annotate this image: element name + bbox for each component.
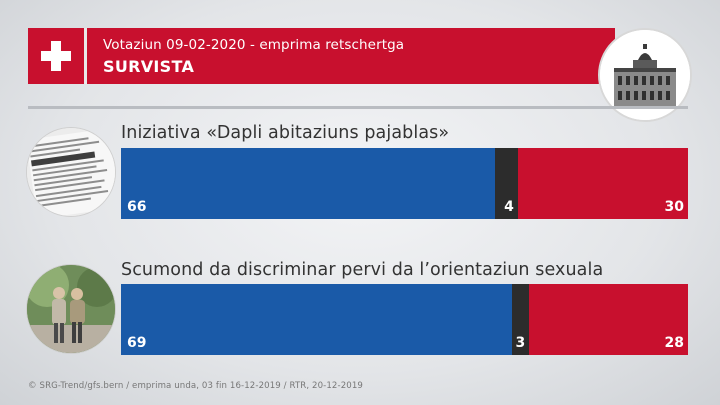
couple-walking-image (27, 265, 115, 353)
chart-1-bar: 66 4 30 (121, 148, 688, 219)
value-label: 30 (664, 199, 684, 215)
chart-1-title: Iniziativa «Dapli abitaziuns pajablas» (121, 123, 450, 143)
chart-2-bar: 69 3 28 (121, 284, 688, 355)
source-footer: © SRG-Trend/gfs.bern / emprima unda, 03 … (28, 381, 363, 391)
swiss-flag-icon (28, 28, 87, 84)
value-label: 69 (127, 335, 147, 351)
value-label: 4 (504, 199, 514, 215)
header-subtitle: Votaziun 09-02-2020 - emprima retschertg… (103, 37, 405, 53)
federal-palace-icon (598, 28, 692, 122)
neutral-segment: 3 (512, 284, 530, 355)
yes-segment: 69 (121, 284, 513, 355)
chart-2-title: Scumond da discriminar pervi da l’orient… (121, 260, 604, 280)
value-label: 28 (664, 335, 684, 351)
neutral-segment: 4 (495, 148, 518, 219)
yes-segment: 66 (121, 148, 496, 219)
header-banner: Votaziun 09-02-2020 - emprima retschertg… (28, 28, 615, 84)
header-title: SURVISTA (103, 57, 195, 76)
no-segment: 28 (529, 284, 688, 355)
value-label: 66 (127, 199, 147, 215)
divider (28, 106, 688, 109)
no-segment: 30 (517, 148, 688, 219)
newspaper-ads-image (27, 128, 115, 216)
value-label: 3 (515, 335, 526, 351)
